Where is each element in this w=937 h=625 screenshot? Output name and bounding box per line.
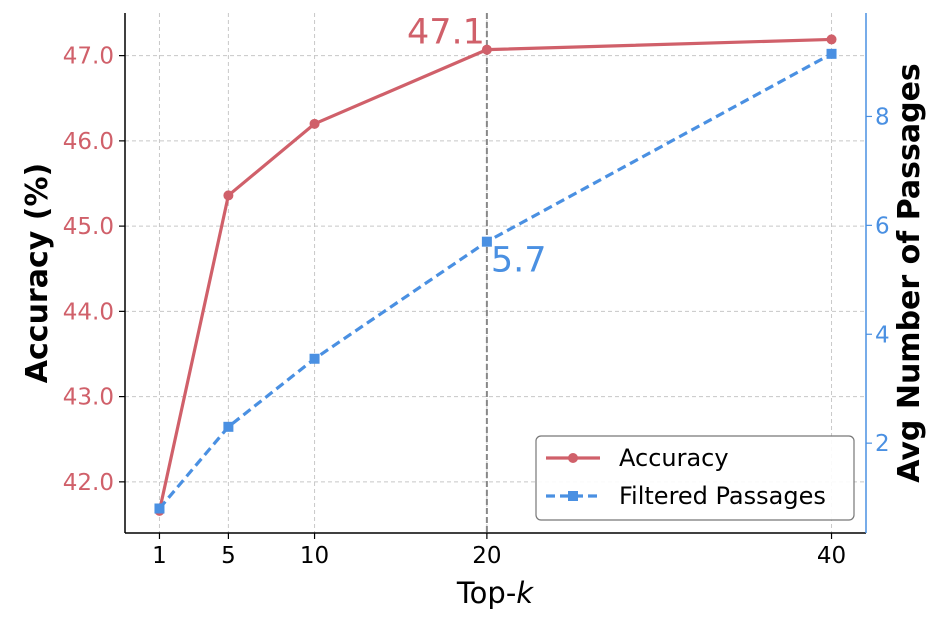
x-axis-label-var: k — [516, 576, 534, 610]
series-point-accuracy-4 — [826, 34, 837, 45]
y-axis-label-right: Avg Number of Passages — [892, 63, 927, 483]
y-right-tick-label-2: 6 — [875, 213, 890, 239]
legend-marker-filtered-passages — [568, 491, 578, 501]
series-point-filtered-passages-1 — [223, 421, 234, 432]
y-left-tick-label-2: 44.0 — [63, 299, 114, 325]
y-axis-label-left: Accuracy (%) — [20, 163, 55, 383]
y-right-tick-label-1: 4 — [875, 322, 890, 348]
legend-label-accuracy: Accuracy — [619, 444, 729, 472]
x-axis-label-prefix: Top- — [456, 576, 516, 610]
x-tick-label-1: 5 — [221, 543, 236, 569]
y-left-tick-label-1: 43.0 — [63, 385, 114, 411]
y-left-tick-label-5: 47.0 — [63, 44, 114, 70]
annotation-passages-top20: 5.7 — [491, 241, 547, 281]
y-left-tick-label-0: 42.0 — [63, 470, 114, 496]
series-layer — [154, 34, 837, 516]
legend-marker-accuracy — [568, 453, 578, 463]
series-point-filtered-passages-0 — [154, 503, 165, 514]
y-right-tick-label-3: 8 — [875, 104, 890, 130]
y-right-tick-label-0: 2 — [875, 431, 890, 457]
series-point-accuracy-2 — [309, 118, 320, 129]
y-left-tick-label-3: 45.0 — [63, 214, 114, 240]
x-tick-label-0: 1 — [152, 543, 167, 569]
y-left-tick-label-4: 46.0 — [63, 129, 114, 155]
annotation-layer: 47.1 5.7 — [407, 13, 547, 281]
legend-box — [535, 435, 855, 521]
x-axis-label: Top-k — [456, 576, 534, 610]
series-point-filtered-passages-3 — [481, 236, 492, 247]
x-tick-label-3: 20 — [472, 543, 501, 569]
x-tick-label-4: 40 — [817, 543, 846, 569]
legend-label-filtered-passages: Filtered Passages — [619, 482, 826, 510]
axes-layer: 42.0 43.0 44.0 45.0 46.0 47.0 2 4 6 8 1 5 10 20 40 — [63, 13, 890, 569]
series-point-accuracy-1 — [223, 190, 234, 201]
series-point-filtered-passages-2 — [309, 353, 320, 364]
series-point-accuracy-3 — [481, 44, 492, 55]
legend: Accuracy Filtered Passages — [535, 435, 855, 521]
series-point-filtered-passages-4 — [826, 48, 837, 59]
annotation-accuracy-top20: 47.1 — [407, 13, 485, 53]
x-tick-label-2: 10 — [300, 543, 329, 569]
